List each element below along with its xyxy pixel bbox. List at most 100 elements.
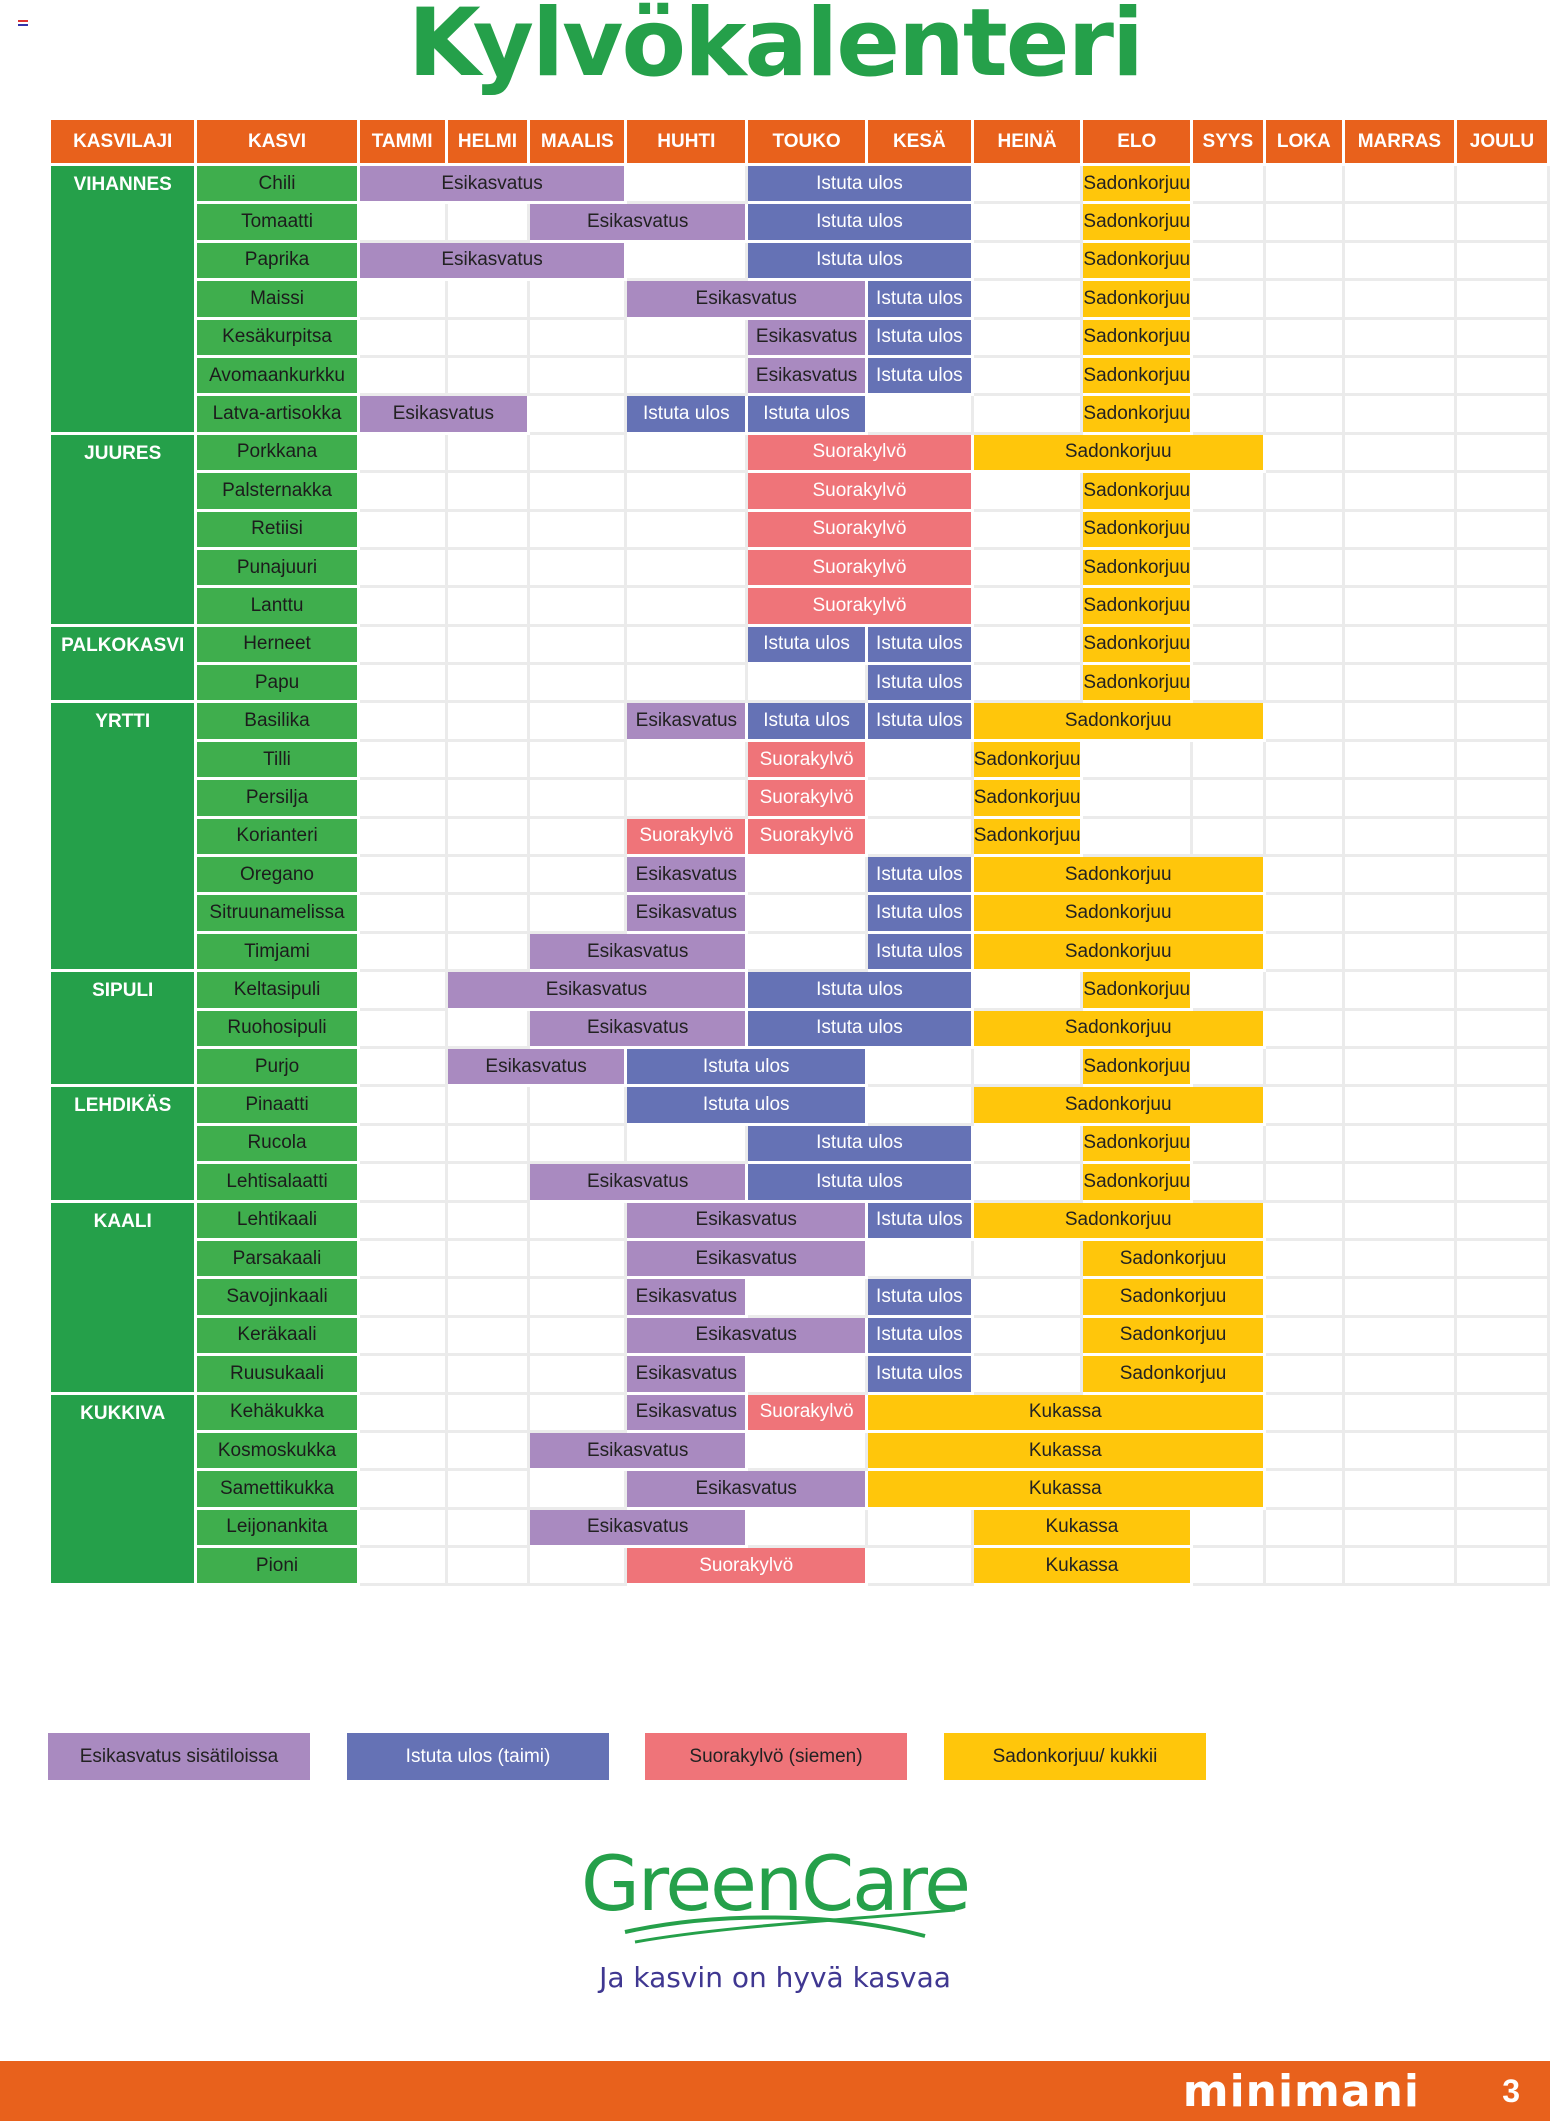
empty-cell (1453, 1199, 1550, 1241)
empty-cell (444, 1506, 531, 1549)
empty-cell (1341, 1314, 1457, 1357)
empty-cell (356, 892, 448, 934)
table-row: Tomaatti Esikasvatus Istuta ulos Sadonkorju… (50, 201, 1550, 243)
empty-cell (1453, 162, 1550, 205)
empty-cell (356, 1506, 448, 1549)
empty-cell (1262, 585, 1345, 627)
empty-cell (1453, 969, 1550, 1011)
empty-cell (864, 1237, 974, 1280)
empty-cell (970, 1045, 1084, 1088)
activity-bar-ist: Istuta ulos (624, 1045, 868, 1088)
empty-cell (527, 1237, 628, 1280)
empty-cell (1341, 546, 1457, 589)
empty-cell (1262, 393, 1345, 435)
empty-cell (356, 662, 448, 704)
empty-cell (1341, 585, 1457, 627)
activity-bar-esi: Esikasvatus (356, 162, 628, 205)
empty-cell (444, 1199, 531, 1241)
empty-cell (1262, 1545, 1345, 1587)
empty-cell (444, 930, 531, 973)
header-huhti: HUHTI (624, 117, 749, 166)
plant-name-cell: Porkkana (194, 431, 360, 474)
table-row: JUURES Porkkana Suorakylvö Sadonkorjuu (47, 431, 1550, 627)
empty-cell (444, 854, 531, 896)
empty-cell (444, 431, 531, 474)
activity-bar-sad: Sadonkorjuu (970, 930, 1266, 973)
activity-bar-esi: Esikasvatus (444, 969, 749, 1011)
activity-bar-kuk: Kukassa (970, 1506, 1194, 1549)
activity-bar-ist: Istuta ulos (745, 1007, 974, 1049)
empty-cell (1190, 738, 1266, 781)
activity-bar-sad: Sadonkorjuu (970, 777, 1084, 819)
empty-cell (356, 470, 448, 512)
plant-name-cell: Samettikukka (194, 1468, 360, 1510)
empty-cell (745, 930, 868, 973)
empty-cell (1453, 239, 1550, 282)
empty-cell (356, 585, 448, 627)
empty-cell (527, 1353, 628, 1395)
empty-cell (527, 431, 628, 474)
empty-cell (527, 1199, 628, 1241)
empty-cell (970, 1237, 1084, 1280)
plant-name-cell: Tilli (194, 738, 360, 781)
plant-name-cell: Leijonankita (194, 1506, 360, 1549)
empty-cell (1190, 316, 1266, 358)
empty-cell (1341, 316, 1457, 358)
empty-cell (1453, 1045, 1550, 1088)
activity-bar-esi: Esikasvatus (624, 1237, 868, 1280)
empty-cell (1341, 662, 1457, 704)
activity-bar-sad: Sadonkorjuu (1080, 393, 1194, 435)
activity-bar-sad: Sadonkorjuu (970, 1084, 1266, 1126)
table-row: SIPULI Keltasipuli Esikasvatus Istuta ulos S… (47, 969, 1550, 1088)
empty-cell (444, 738, 531, 781)
activity-bar-esi: Esikasvatus (356, 393, 531, 435)
empty-cell (1262, 1199, 1345, 1241)
empty-cell (527, 354, 628, 397)
activity-bar-sad: Sadonkorjuu (1080, 585, 1194, 627)
empty-cell (624, 508, 749, 550)
empty-cell (1190, 508, 1266, 550)
empty-cell (745, 892, 868, 934)
empty-cell (624, 662, 749, 704)
activity-bar-esi: Esikasvatus (527, 1506, 749, 1549)
table-row: Samettikukka Esikasvatus Kukassa (50, 1468, 1550, 1510)
empty-cell (745, 1429, 868, 1472)
header-heinä: HEINÄ (970, 117, 1084, 166)
empty-cell (1341, 278, 1457, 320)
legend-item-ist: Istuta ulos (taimi) (347, 1733, 609, 1780)
empty-cell (970, 1161, 1084, 1203)
plant-name-cell: Basilika (194, 700, 360, 742)
empty-cell (1262, 1353, 1345, 1395)
plant-name-cell: Ruohosipuli (194, 1007, 360, 1049)
activity-bar-sad: Sadonkorjuu (970, 431, 1266, 474)
empty-cell (1341, 854, 1457, 896)
empty-cell (356, 969, 448, 1011)
empty-cell (356, 623, 448, 666)
empty-cell (1341, 1122, 1457, 1165)
empty-cell (864, 393, 974, 435)
empty-cell (1262, 1314, 1345, 1357)
table-row: Leijonankita Esikasvatus Kukassa (50, 1506, 1550, 1549)
activity-bar-kuk: Kukassa (864, 1391, 1266, 1433)
empty-cell (444, 1276, 531, 1318)
empty-cell (1262, 662, 1345, 704)
footer-bar: minimani 3 (0, 2061, 1550, 2121)
empty-cell (1262, 854, 1345, 896)
empty-cell (1190, 815, 1266, 858)
activity-bar-ist: Istuta ulos (745, 1161, 974, 1203)
empty-cell (356, 930, 448, 973)
activity-bar-esi: Esikasvatus (624, 1468, 868, 1510)
empty-cell (527, 854, 628, 896)
empty-cell (864, 1084, 974, 1126)
plant-name-cell: Oregano (194, 854, 360, 896)
table-row: Savojinkaali Esikasvatus Istuta ulos Sadonk… (50, 1276, 1550, 1318)
empty-cell (1262, 1468, 1345, 1510)
empty-cell (1453, 1314, 1550, 1357)
empty-cell (356, 508, 448, 550)
activity-bar-sad: Sadonkorjuu (1080, 278, 1194, 320)
empty-cell (1341, 1199, 1457, 1241)
empty-cell (1262, 470, 1345, 512)
table-row: Lehtisalaatti Esikasvatus Istuta ulos Sadon… (50, 1161, 1550, 1203)
empty-cell (444, 1314, 531, 1357)
category-cell: YRTTI (47, 700, 198, 973)
